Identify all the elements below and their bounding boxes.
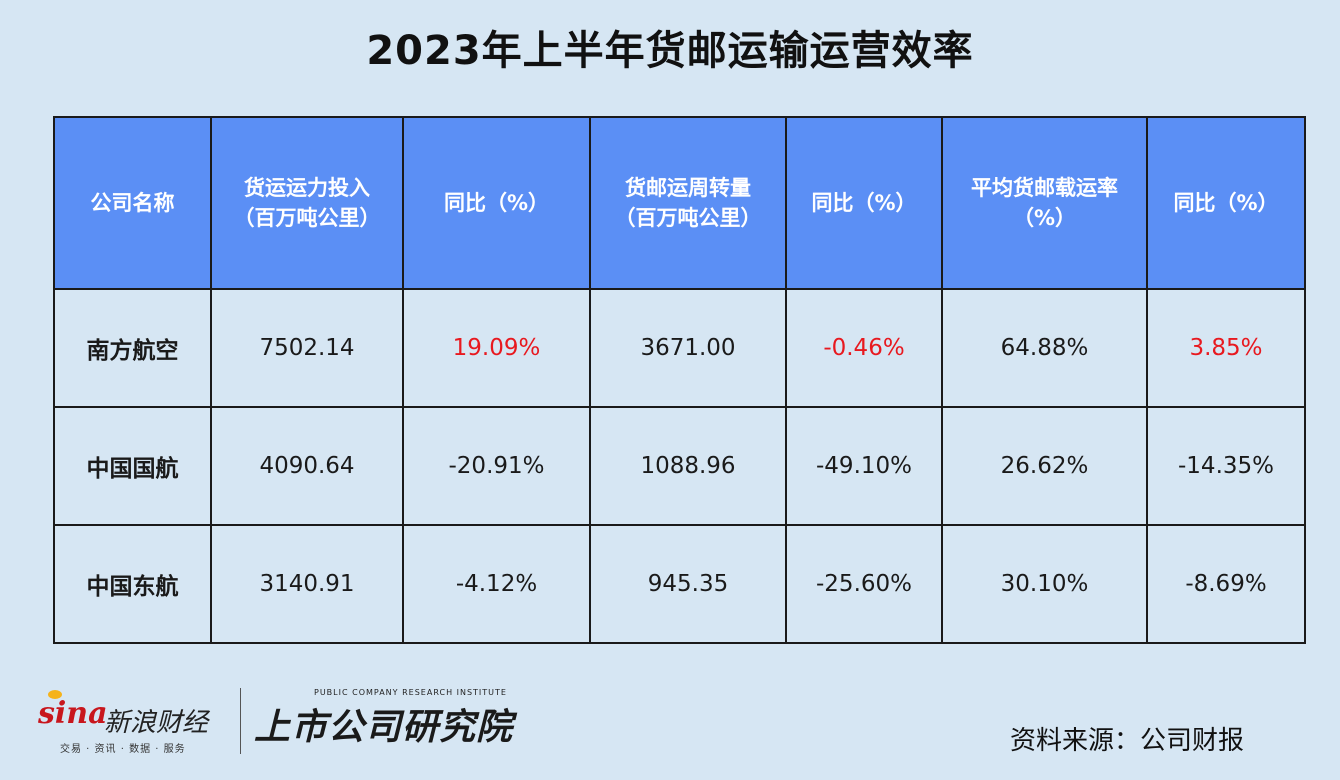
value-cell: 26.62% — [941, 406, 1148, 526]
logo-divider — [240, 688, 241, 754]
header-turnover: 货邮运周转量 （百万吨公里） — [589, 116, 787, 290]
page-title: 2023年上半年货邮运输运营效率 — [366, 28, 974, 74]
value-cell: -20.91% — [402, 406, 591, 526]
table-row: 中国东航 3140.91 -4.12% 945.35 -25.60% 30.10… — [53, 524, 1306, 644]
value-cell: -4.12% — [402, 524, 591, 644]
value-cell: 3671.00 — [589, 288, 787, 408]
table-row: 中国国航 4090.64 -20.91% 1088.96 -49.10% 26.… — [53, 406, 1306, 526]
header-row: 公司名称 货运运力投入 （百万吨公里） 同比（%） 货邮运周转量 （百万吨公里） 同… — [53, 116, 1306, 290]
value-cell: 3140.91 — [210, 524, 404, 644]
header-capacity: 货运运力投入 （百万吨公里） — [210, 116, 404, 290]
value-cell: -25.60% — [785, 524, 943, 644]
value-cell: 3.85% — [1146, 288, 1306, 408]
source-note: 资料来源：公司财报 — [1009, 726, 1244, 756]
header-turnover-yoy: 同比（%） — [785, 116, 943, 290]
company-cell: 中国东航 — [53, 524, 212, 644]
value-cell: 945.35 — [589, 524, 787, 644]
sina-tagline: 交易 · 资讯 · 数据 · 服务 — [60, 744, 186, 755]
footer-logos: sina 新浪财经 交易 · 资讯 · 数据 · 服务 PUBLIC COMPA… — [32, 688, 512, 758]
data-table: 公司名称 货运运力投入 （百万吨公里） 同比（%） 货邮运周转量 （百万吨公里） 同… — [53, 116, 1306, 644]
header-capacity-yoy: 同比（%） — [402, 116, 591, 290]
company-cell: 中国国航 — [53, 406, 212, 526]
value-cell: 7502.14 — [210, 288, 404, 408]
institute-logo: 上市公司研究院 — [254, 707, 514, 748]
header-load-factor-yoy: 同比（%） — [1146, 116, 1306, 290]
value-cell: 19.09% — [402, 288, 591, 408]
value-cell: -8.69% — [1146, 524, 1306, 644]
value-cell: 4090.64 — [210, 406, 404, 526]
table-row: 南方航空 7502.14 19.09% 3671.00 -0.46% 64.88… — [53, 288, 1306, 408]
institute-english-name: PUBLIC COMPANY RESEARCH INSTITUTE — [314, 688, 507, 697]
value-cell: 64.88% — [941, 288, 1148, 408]
header-load-factor: 平均货邮载运率 （%） — [941, 116, 1148, 290]
value-cell: -49.10% — [785, 406, 943, 526]
value-cell: 1088.96 — [589, 406, 787, 526]
sina-eye-icon — [48, 690, 62, 699]
value-cell: -0.46% — [785, 288, 943, 408]
value-cell: -14.35% — [1146, 406, 1306, 526]
header-company: 公司名称 — [53, 116, 212, 290]
company-cell: 南方航空 — [53, 288, 212, 408]
sina-finance-name: 新浪财经 — [104, 708, 209, 738]
value-cell: 30.10% — [941, 524, 1148, 644]
sina-wordmark: sina — [38, 696, 108, 731]
